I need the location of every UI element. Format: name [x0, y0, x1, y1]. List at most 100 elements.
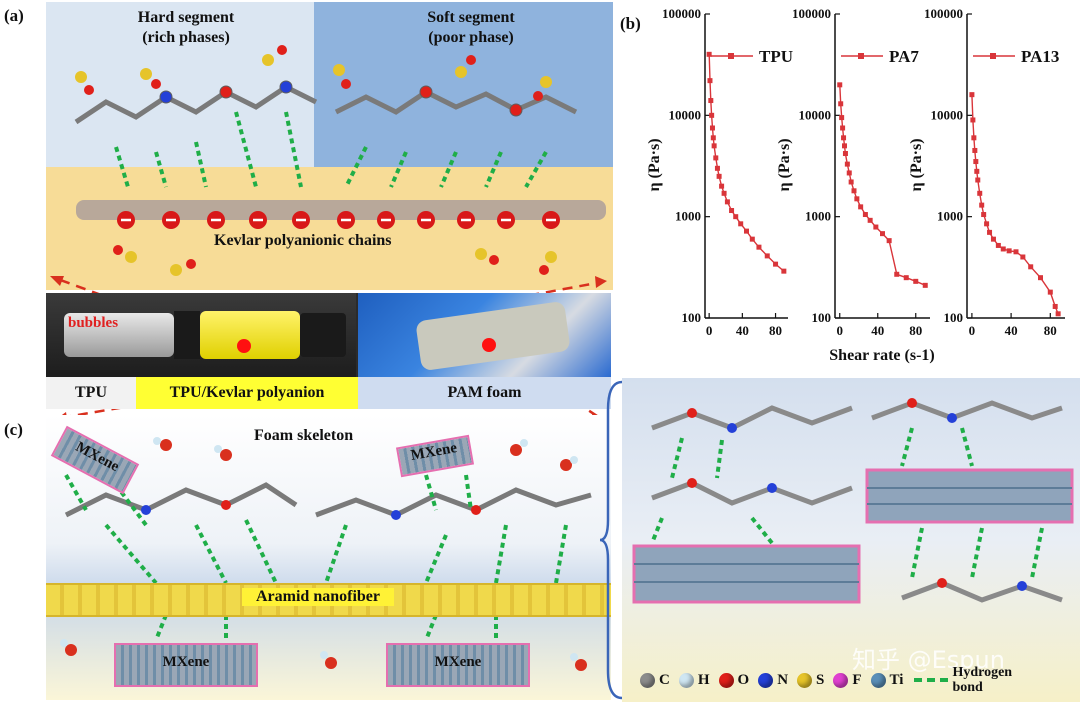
mxene-label-bottom-right: MXene: [434, 654, 482, 670]
data-point: [781, 268, 787, 274]
detail-hydrogen-bonds: [650, 427, 1044, 579]
data-point: [867, 217, 873, 223]
foam-sample: [415, 300, 571, 372]
data-point: [979, 202, 985, 208]
atom-swatch-icon: [640, 672, 655, 688]
caption-tpu: TPU: [46, 377, 136, 409]
atom-legend-item: C: [640, 672, 670, 689]
data-point: [922, 282, 928, 288]
atom-symbol: N: [777, 671, 789, 688]
data-point: [971, 135, 977, 141]
marker-dot: [237, 339, 251, 353]
data-point: [984, 221, 990, 227]
legend-label: TPU: [759, 47, 793, 66]
data-point: [719, 183, 725, 189]
data-point: [970, 117, 976, 123]
x-tick-label: 0: [969, 323, 976, 338]
series-line: [708, 54, 785, 272]
x-tick-label: 80: [1044, 323, 1057, 338]
data-point: [729, 208, 735, 214]
data-point: [709, 125, 715, 131]
watermark: 知乎 @Espun: [852, 646, 1005, 674]
soft-segment-line1: Soft segment: [427, 9, 515, 26]
mxene-sheet-bottom-left: [114, 643, 258, 687]
molecular-chains-graphic: [74, 45, 606, 276]
foam-hydrogen-bonds: [64, 474, 568, 641]
data-point: [977, 190, 983, 196]
kevlar-region: [46, 167, 613, 290]
data-point: [710, 135, 716, 141]
atom-symbol: H: [697, 671, 710, 688]
tpu-vial-photo: bubbles: [46, 293, 356, 377]
data-point: [1028, 264, 1034, 270]
data-point: [841, 135, 847, 141]
data-point: [858, 204, 864, 210]
data-point: [1047, 289, 1053, 295]
data-point: [913, 278, 919, 284]
data-point: [724, 199, 730, 205]
atom-symbol: Ti: [889, 671, 904, 688]
data-point: [846, 170, 852, 176]
data-point: [987, 229, 993, 235]
tpu-chain: [74, 80, 578, 125]
bubbles-label: bubbles: [68, 315, 119, 331]
data-point: [854, 196, 860, 202]
data-point: [886, 238, 892, 244]
data-point: [749, 236, 755, 242]
panel-b-viscosity-charts: 100000 10000 1000 100 0 40 80 η (Pa·s) TPU 100000…: [620, 0, 1080, 370]
atom-legend-item: F: [833, 671, 862, 689]
soft-segment-title: Soft segment (poor phase): [366, 8, 576, 48]
x-tick-label: 40: [871, 323, 884, 338]
y-tick-label: 100: [812, 310, 832, 325]
x-tick-label: 0: [706, 323, 713, 338]
panel-label-c: (c): [4, 420, 23, 439]
data-point: [973, 159, 979, 165]
data-point: [851, 188, 857, 194]
y-axis-label: η (Pa·s): [908, 138, 925, 191]
data-point: [1055, 311, 1061, 317]
soft-segment-line2: (poor phase): [428, 29, 514, 46]
legend-label: PA13: [1021, 47, 1059, 66]
panel-c-foam-schematic: Foam skeleton: [46, 415, 611, 700]
legend-marker: [858, 53, 864, 59]
kevlar-label: Kevlar polyanionic chains: [214, 232, 392, 249]
y-axis-label: η (Pa·s): [776, 138, 793, 191]
atom-legend-item: H: [678, 671, 710, 689]
atom-swatch-icon: [758, 672, 774, 688]
atom-symbol: O: [737, 671, 750, 688]
atom-legend-item: N: [758, 672, 788, 689]
atom-symbol: F: [852, 671, 862, 688]
data-point: [711, 143, 717, 149]
x-tick-label: 0: [837, 323, 844, 338]
kevlar-vial: [200, 311, 300, 359]
y-tick-label: 1000: [675, 209, 701, 224]
hard-segment-region: [46, 2, 314, 167]
mxene-sheet-bottom-right: [386, 643, 530, 687]
y-tick-label: 1000: [937, 209, 963, 224]
vial-cap: [174, 311, 200, 359]
vial-cap-right: [300, 313, 346, 357]
sample-photos: bubbles: [46, 293, 611, 377]
water-molecules: [60, 437, 587, 671]
data-point: [903, 275, 909, 281]
data-point: [969, 92, 975, 98]
hbond-label: Hydrogen bond: [952, 665, 1013, 695]
data-point: [894, 271, 900, 277]
data-point: [1006, 248, 1012, 254]
x-tick-label: 80: [909, 323, 922, 338]
data-point: [1038, 275, 1043, 281]
atom-symbol: S: [816, 671, 825, 688]
legend-marker: [728, 53, 734, 59]
data-point: [738, 221, 744, 227]
hard-segment-line2: (rich phases): [142, 29, 230, 46]
atom-legend-items: C H O N S F Ti: [640, 672, 912, 689]
data-point: [862, 212, 868, 218]
atom-legend-item: Ti: [870, 671, 904, 689]
atom-swatch-icon: [678, 672, 694, 688]
data-point: [1020, 254, 1026, 260]
foam-graphic: [60, 437, 592, 671]
data-point: [839, 115, 845, 121]
data-point: [706, 51, 712, 57]
data-point: [709, 112, 715, 118]
